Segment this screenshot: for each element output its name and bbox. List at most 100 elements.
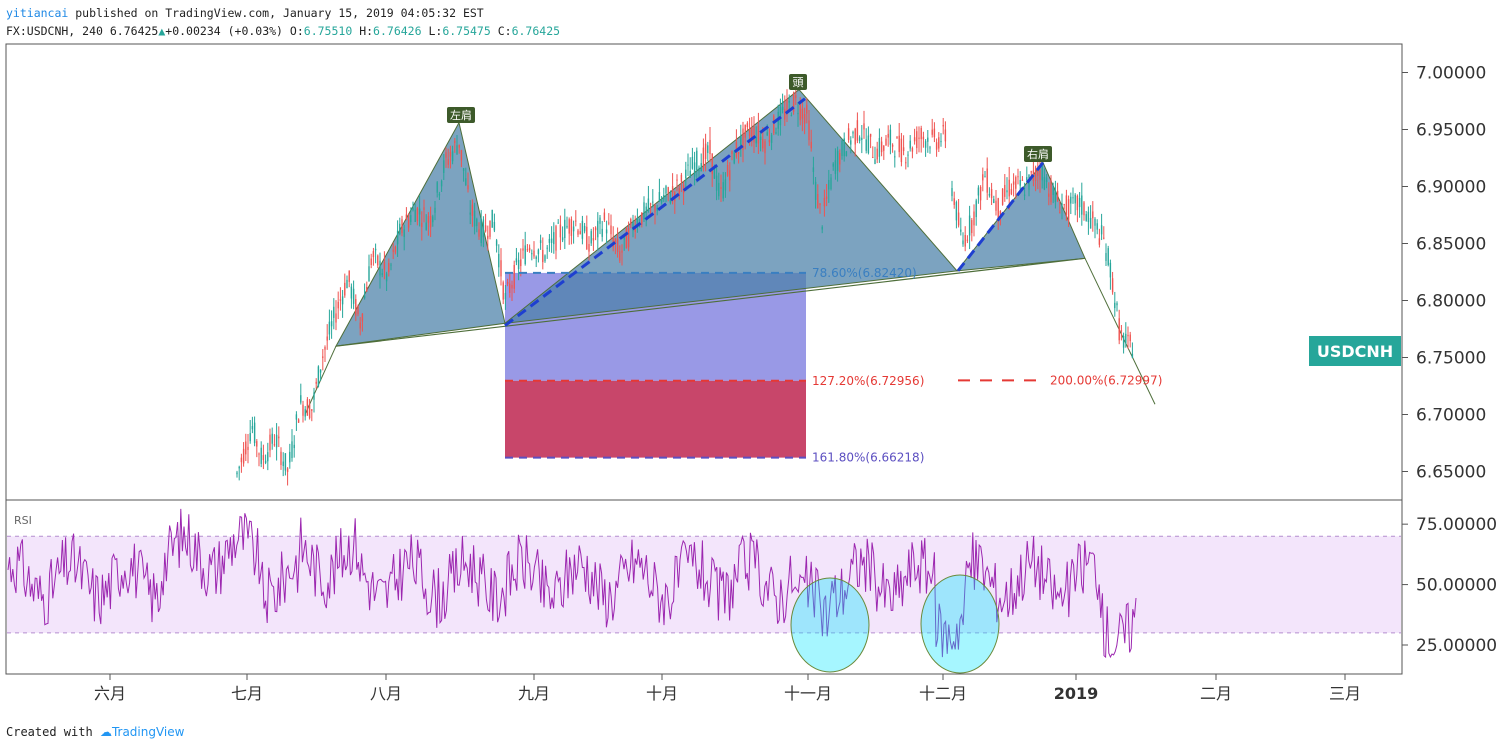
tradingview-brand[interactable]: TradingView xyxy=(111,725,185,739)
candle-body xyxy=(368,266,370,282)
candle-body xyxy=(370,258,372,266)
candle-body xyxy=(1129,334,1131,342)
created-with-text: Created with xyxy=(6,725,93,739)
candle-body xyxy=(440,180,443,187)
candle-body xyxy=(286,468,289,472)
candle-body xyxy=(374,248,377,251)
candle-body xyxy=(938,137,940,149)
candle-body xyxy=(841,140,843,156)
price-tick-label: 6.75000 xyxy=(1416,349,1486,369)
candle-body xyxy=(247,446,249,451)
candle-body xyxy=(660,199,663,203)
trend-line-left xyxy=(504,97,806,327)
price-tick-label: 6.90000 xyxy=(1416,178,1486,198)
candle-body xyxy=(597,220,599,238)
candle-body xyxy=(900,138,903,163)
fib-level-label: 161.80%(6.66218) xyxy=(812,451,924,465)
candle-body xyxy=(711,153,713,175)
candle-body xyxy=(744,124,746,138)
candle-body xyxy=(317,366,320,387)
candle-body xyxy=(1015,177,1017,189)
candle-body xyxy=(678,188,680,194)
candle-body xyxy=(975,200,977,218)
candle-body xyxy=(592,238,595,241)
open-label: O: xyxy=(289,24,304,38)
author-link[interactable]: yitiancai xyxy=(6,6,69,20)
candle-body xyxy=(669,199,672,203)
candle-body xyxy=(698,167,700,172)
candle-body xyxy=(1085,214,1087,221)
candle-body xyxy=(680,174,683,182)
candle-body xyxy=(484,225,487,232)
candle-body xyxy=(1045,177,1048,183)
candle-body xyxy=(1030,171,1032,173)
candle-body xyxy=(997,198,999,220)
candle-body xyxy=(1023,194,1026,196)
candle-body xyxy=(632,222,634,231)
candle-body xyxy=(407,219,410,228)
candle-body xyxy=(262,455,265,461)
candle-body xyxy=(1114,302,1116,309)
candle-body xyxy=(566,225,568,228)
candle-body xyxy=(977,187,980,196)
candle-body xyxy=(251,426,254,430)
candle-body xyxy=(1083,202,1085,216)
candle-body xyxy=(462,168,465,171)
candle-body xyxy=(271,433,273,444)
candle-body xyxy=(832,163,834,167)
candle-body xyxy=(561,237,564,241)
candle-body xyxy=(665,186,667,194)
price-tick-label: 6.65000 xyxy=(1416,463,1486,483)
candle-body xyxy=(847,128,850,140)
candle-body xyxy=(781,106,784,110)
candle-body xyxy=(427,216,430,223)
candle-body xyxy=(348,270,350,282)
candle-body xyxy=(696,150,698,171)
candle-body xyxy=(304,409,306,417)
fib-level-label: 200.00%(6.72997) xyxy=(1050,373,1162,387)
x-tick-label: 十二月 xyxy=(919,684,967,703)
x-tick-label: 七月 xyxy=(231,684,263,703)
candle-body xyxy=(418,208,421,215)
candle-body xyxy=(308,404,311,419)
candle-body xyxy=(583,225,586,232)
candle-body xyxy=(1118,318,1120,341)
candle-body xyxy=(968,215,971,236)
candle-body xyxy=(707,145,709,154)
candle-body xyxy=(447,159,449,165)
candle-body xyxy=(416,208,419,222)
candle-body xyxy=(898,135,900,153)
price-tick-label: 6.70000 xyxy=(1416,406,1486,426)
candle-body xyxy=(401,219,403,233)
candle-body xyxy=(1109,262,1112,278)
candle-body xyxy=(526,249,529,251)
candle-body xyxy=(396,230,399,245)
candle-body xyxy=(718,182,720,197)
candle-body xyxy=(377,255,379,266)
candle-body xyxy=(291,441,293,459)
x-tick-label: 九月 xyxy=(518,684,550,703)
candle-body xyxy=(482,219,485,238)
publish-line: yitiancai published on TradingView.com, … xyxy=(6,6,484,20)
candle-body xyxy=(647,198,650,212)
price-tick-label: 6.85000 xyxy=(1416,235,1486,255)
candle-body xyxy=(1039,169,1041,180)
candle-body xyxy=(502,282,504,300)
candle-body xyxy=(869,133,872,137)
tradingview-logo-icon[interactable]: ☁ xyxy=(99,725,112,739)
candle-body xyxy=(955,202,958,221)
candle-body xyxy=(907,154,909,156)
candle-body xyxy=(748,129,751,137)
candle-body xyxy=(267,452,269,462)
symbol-badge: USDCNH xyxy=(1309,336,1401,366)
candle-body xyxy=(1076,195,1079,211)
candle-body xyxy=(357,305,359,314)
candle-body xyxy=(924,141,927,148)
candle-body xyxy=(768,139,771,143)
candle-body xyxy=(1096,223,1098,230)
candle-body xyxy=(557,222,559,224)
candle-body xyxy=(405,214,408,220)
candle-body xyxy=(399,223,401,235)
svg-text:左肩: 左肩 xyxy=(450,108,472,122)
